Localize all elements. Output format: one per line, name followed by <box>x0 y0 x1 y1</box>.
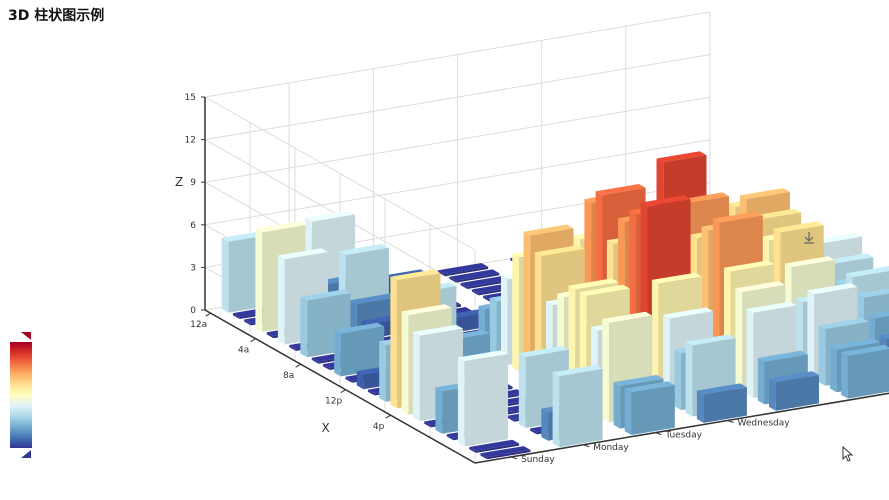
z-tick-label: 3 <box>190 263 196 273</box>
page-title: 3D 柱状图示例 <box>8 8 105 24</box>
x-tick-label: 12a <box>190 320 207 330</box>
y-tick-label: Monday <box>593 443 629 453</box>
bar-monday-11p <box>552 365 603 448</box>
y-tick-label: Sunday <box>521 455 555 465</box>
bar-sunday-9p <box>457 350 508 447</box>
visual-map[interactable] <box>10 332 32 458</box>
x-tick-label: 4p <box>373 422 385 432</box>
bar-wednesday-2a <box>460 275 511 289</box>
visual-map-gradient <box>10 342 32 448</box>
z-tick-label: 6 <box>190 221 196 231</box>
bar-wednesday-1a <box>449 269 500 283</box>
x-tick-label: 12p <box>325 397 342 407</box>
bar-wednesday-12a <box>438 263 489 277</box>
bar-friday-11p <box>841 344 889 399</box>
download-icon[interactable] <box>801 230 817 246</box>
x-tick-label: 4a <box>238 346 249 356</box>
z-tick-label: 0 <box>190 306 196 316</box>
bar-sunday-11p <box>480 446 531 460</box>
z-tick-label: 9 <box>190 178 196 188</box>
mouse-cursor-icon <box>842 446 854 462</box>
z-tick-label: 15 <box>185 93 196 103</box>
visual-map-bottom-handle[interactable] <box>21 450 31 458</box>
bar-tuesday-11p <box>624 381 675 435</box>
bar-thursday-11p <box>769 371 819 411</box>
x-tick-label: 8a <box>283 371 294 381</box>
y-tick-label: Wednesday <box>738 419 791 429</box>
z-tick-label: 12 <box>185 136 196 146</box>
bar-sunday-10p <box>469 439 520 453</box>
visual-map-top-handle[interactable] <box>21 332 31 340</box>
x-axis-name: X <box>322 421 330 435</box>
bar-sunday-10a <box>334 322 385 377</box>
z-axis-name: Z <box>175 175 183 189</box>
y-tick-label: Tuesday <box>664 431 702 441</box>
bar-wednesday-11p <box>696 383 747 423</box>
axes: 0 3 6 9 12 15 Z 12a 4a 8a 12p 4p X Sunday Monday Tuesda… <box>175 93 889 465</box>
bars-layer <box>221 151 889 460</box>
